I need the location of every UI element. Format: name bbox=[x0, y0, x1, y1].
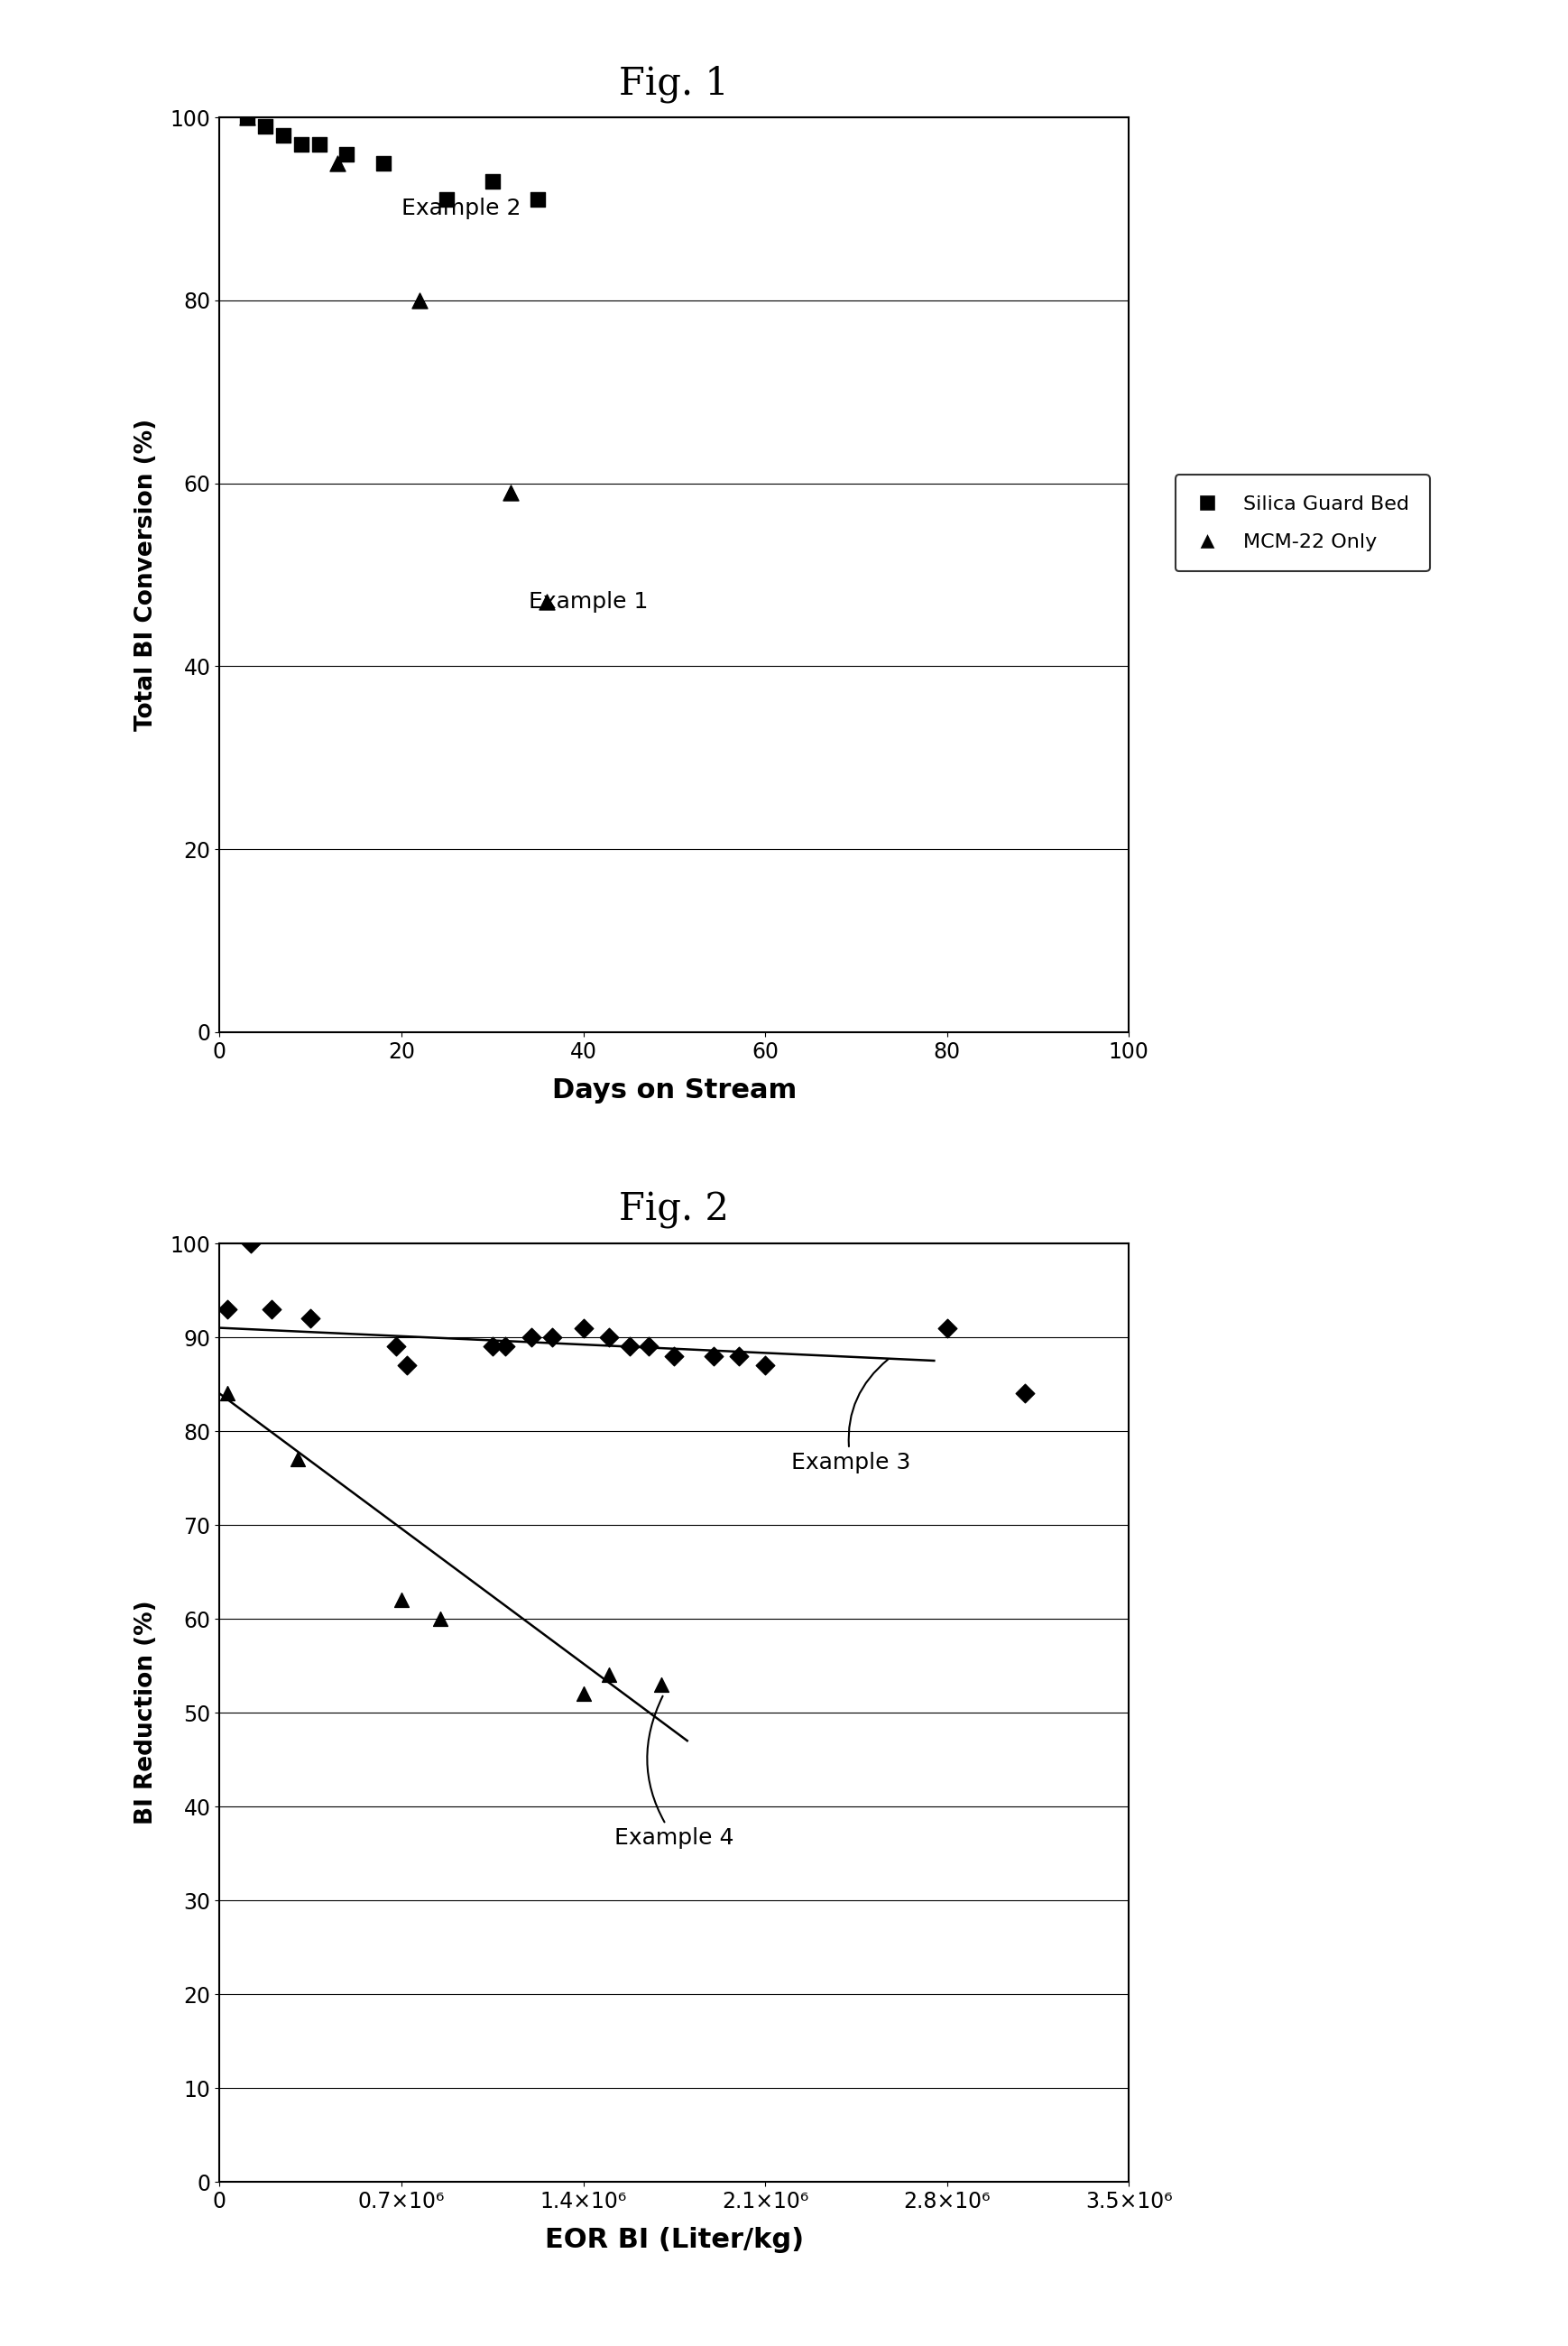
Point bbox=[499, 474, 524, 511]
Point bbox=[408, 282, 433, 319]
Point bbox=[726, 1337, 751, 1375]
Point bbox=[635, 1328, 660, 1365]
Text: Example 4: Example 4 bbox=[615, 1696, 734, 1849]
Point bbox=[618, 1328, 643, 1365]
Text: Example 1: Example 1 bbox=[528, 591, 648, 612]
Title: Fig. 2: Fig. 2 bbox=[619, 1192, 729, 1229]
Text: Example 2: Example 2 bbox=[401, 197, 521, 221]
Point bbox=[571, 1309, 596, 1347]
Point bbox=[334, 136, 359, 174]
Point bbox=[389, 1581, 414, 1619]
Text: Example 3: Example 3 bbox=[792, 1358, 911, 1473]
Point bbox=[289, 127, 314, 164]
Point bbox=[701, 1337, 726, 1375]
Point bbox=[238, 1225, 263, 1262]
Point bbox=[535, 584, 560, 622]
Point bbox=[753, 1347, 778, 1384]
Point bbox=[649, 1666, 674, 1703]
Point bbox=[259, 1290, 284, 1328]
Title: Fig. 1: Fig. 1 bbox=[619, 66, 729, 103]
Point bbox=[525, 181, 550, 218]
Point bbox=[662, 1337, 687, 1375]
Point bbox=[480, 162, 505, 199]
Point bbox=[307, 127, 332, 164]
X-axis label: Days on Stream: Days on Stream bbox=[552, 1077, 797, 1105]
Point bbox=[325, 143, 350, 181]
Point bbox=[597, 1656, 622, 1694]
Point bbox=[434, 181, 459, 218]
Point bbox=[480, 1328, 505, 1365]
Point bbox=[492, 1328, 517, 1365]
Point bbox=[571, 1675, 596, 1713]
Point bbox=[215, 1375, 240, 1412]
Legend: Silica Guard Bed, MCM-22 Only: Silica Guard Bed, MCM-22 Only bbox=[1176, 474, 1430, 570]
Point bbox=[519, 1318, 544, 1356]
Y-axis label: Total BI Conversion (%): Total BI Conversion (%) bbox=[135, 418, 158, 732]
Point bbox=[597, 1318, 622, 1356]
Point bbox=[539, 1318, 564, 1356]
Point bbox=[1013, 1375, 1038, 1412]
Point bbox=[428, 1600, 453, 1638]
X-axis label: EOR BI (Liter/kg): EOR BI (Liter/kg) bbox=[544, 2226, 804, 2255]
Point bbox=[394, 1347, 419, 1384]
Point bbox=[384, 1328, 409, 1365]
Point bbox=[234, 99, 259, 136]
Point bbox=[935, 1309, 960, 1347]
Point bbox=[370, 143, 395, 181]
Point bbox=[298, 1300, 323, 1337]
Point bbox=[234, 99, 259, 136]
Point bbox=[271, 117, 296, 155]
Point bbox=[285, 1440, 310, 1478]
Point bbox=[215, 1290, 240, 1328]
Point bbox=[252, 108, 278, 145]
Y-axis label: BI Reduction (%): BI Reduction (%) bbox=[135, 1600, 158, 1825]
